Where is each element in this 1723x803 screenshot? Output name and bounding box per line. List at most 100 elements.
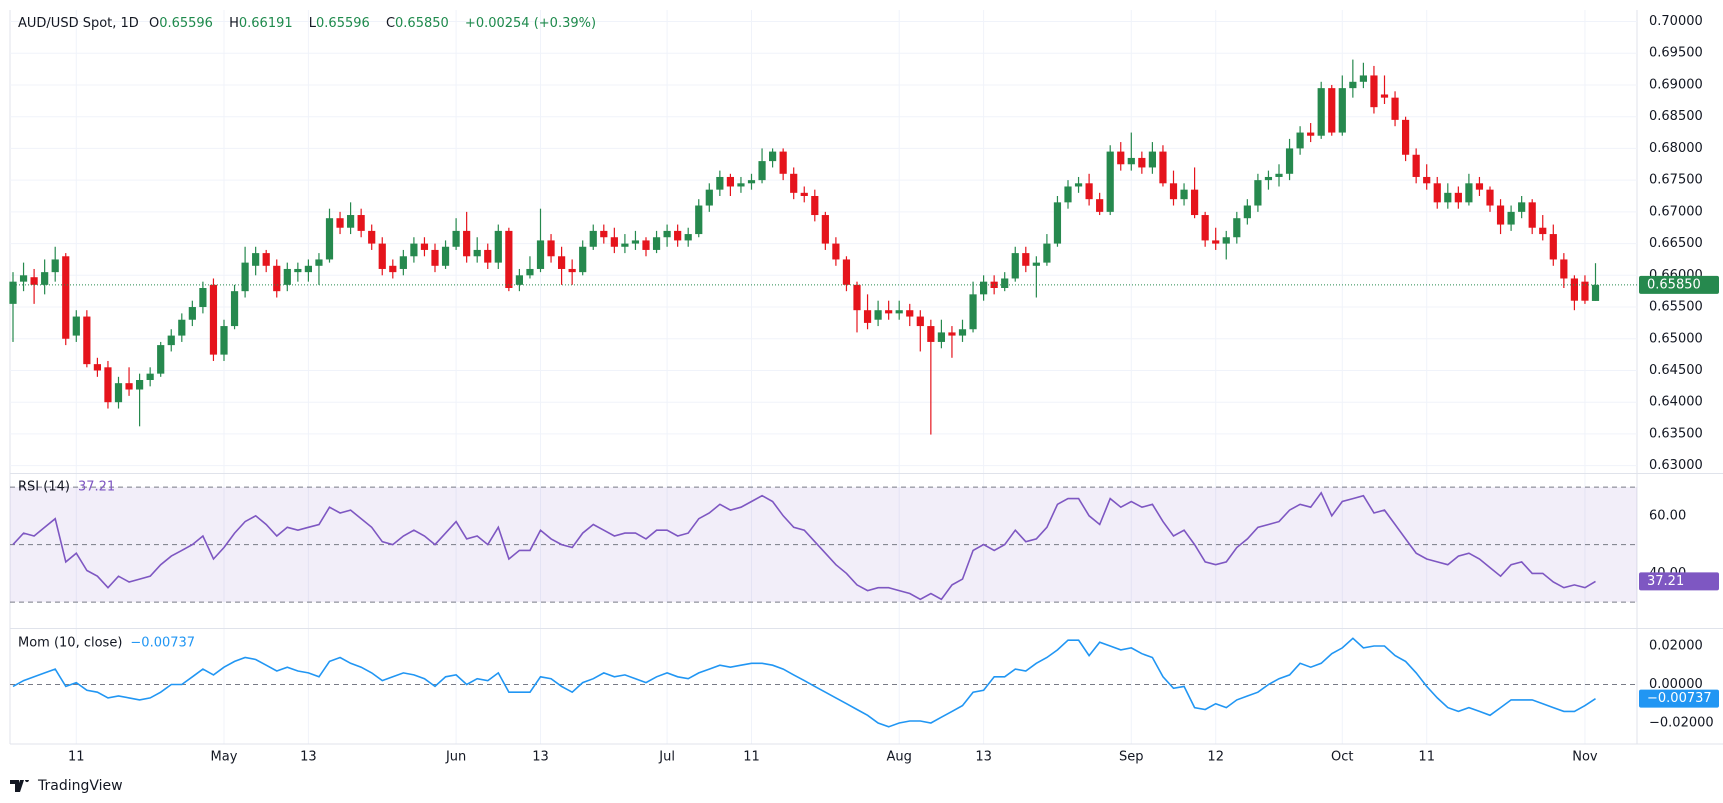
candle-body xyxy=(1380,94,1389,98)
candle-body xyxy=(62,256,70,339)
candle-body xyxy=(431,249,439,266)
candle-body xyxy=(1539,227,1547,235)
candle-body xyxy=(800,192,808,196)
candle-body xyxy=(1159,151,1167,184)
candle-body xyxy=(1275,173,1283,177)
candle-body xyxy=(1169,183,1178,200)
x-tick-label: Jun xyxy=(445,750,466,765)
candle-body xyxy=(1064,186,1072,203)
candle-body xyxy=(1148,151,1156,168)
candle-body xyxy=(1001,278,1009,288)
x-tick-label: Aug xyxy=(887,750,912,765)
candle-body xyxy=(51,259,59,273)
candle-body xyxy=(505,230,513,288)
candle-body xyxy=(906,310,914,317)
candle-body xyxy=(30,277,38,285)
ohlc-key: O xyxy=(148,16,160,31)
candle-body xyxy=(1191,189,1199,216)
candle-body xyxy=(188,307,196,320)
indicator-line xyxy=(12,637,1596,728)
candle-body xyxy=(536,240,545,269)
candle-body xyxy=(1412,154,1420,177)
x-tick-label: 12 xyxy=(1207,750,1224,765)
x-tick-label: 13 xyxy=(300,750,317,765)
x-tick-label: Jul xyxy=(658,750,675,765)
candle-body xyxy=(558,256,566,269)
candle-body xyxy=(1549,234,1557,260)
candle-body xyxy=(769,151,777,162)
candle-body xyxy=(1032,262,1040,266)
candle-body xyxy=(1074,183,1083,187)
candle-body xyxy=(1507,211,1515,225)
candle-body xyxy=(1117,151,1125,165)
candle-body xyxy=(1338,88,1346,133)
candle-body xyxy=(1085,183,1093,200)
candle-body xyxy=(9,281,17,304)
candle-body xyxy=(304,265,312,273)
candle-body xyxy=(1391,97,1399,120)
symbol: AUD/USD Spot, 1D xyxy=(18,16,139,31)
candle-body xyxy=(948,332,956,336)
y-tick-label: 0.66500 xyxy=(1649,236,1703,251)
candle-body xyxy=(1138,157,1146,168)
brand: TradingView xyxy=(38,778,123,794)
ohlc-value: 0.65850 xyxy=(395,16,449,31)
candle-body xyxy=(473,249,481,257)
candle-body xyxy=(674,230,682,241)
last-value-label: 37.21 xyxy=(1647,574,1684,589)
candle-body xyxy=(1212,240,1220,244)
candle-body xyxy=(1518,202,1526,212)
candle-body xyxy=(1570,278,1578,301)
candle-body xyxy=(178,319,186,336)
candle-body xyxy=(821,215,829,244)
candle-body xyxy=(547,240,555,257)
candle-body xyxy=(252,253,260,266)
ohlc: C0.65850 xyxy=(386,16,455,31)
candle-body xyxy=(1106,151,1114,212)
candle-body xyxy=(325,218,334,260)
y-tick-label: 0.00000 xyxy=(1649,677,1703,692)
candle-body xyxy=(1201,215,1209,241)
candle-body xyxy=(1022,253,1030,266)
ohlc: H0.66191 xyxy=(229,16,299,31)
ohlc-value: 0.66191 xyxy=(238,16,293,31)
candle-body xyxy=(842,259,851,285)
candle-body xyxy=(389,265,397,273)
candle-body xyxy=(41,272,49,285)
y-tick-label: 0.63000 xyxy=(1649,458,1703,473)
ohlc: O0.65596 xyxy=(149,16,219,31)
candle-body xyxy=(1096,199,1104,212)
candle-body xyxy=(811,196,819,216)
candle-body xyxy=(980,281,988,295)
candle-body xyxy=(262,253,270,266)
candle-body xyxy=(1243,205,1251,219)
y-tick-label: 0.64500 xyxy=(1649,363,1703,378)
candle-body xyxy=(1454,192,1462,203)
candle-body xyxy=(1465,183,1473,203)
y-tick-label: 60.00 xyxy=(1649,508,1686,523)
candle-body xyxy=(1402,119,1410,155)
candle-body xyxy=(853,284,861,311)
candle-body xyxy=(621,243,629,247)
candle-body xyxy=(737,183,745,187)
candle-body xyxy=(790,173,798,193)
last-value-box xyxy=(1639,689,1719,708)
candle-body xyxy=(1433,183,1441,203)
indicator-value: −0.00737 xyxy=(130,636,195,651)
y-tick-label: 0.65500 xyxy=(1649,300,1703,315)
candle-body xyxy=(895,310,903,314)
ohlc-key: L xyxy=(308,16,317,31)
ohlc-key: C xyxy=(385,16,396,31)
candle-body xyxy=(167,335,175,346)
candle-body xyxy=(1359,75,1367,82)
candle-body xyxy=(114,383,123,403)
x-tick-label: 11 xyxy=(743,750,760,765)
change: +0.00254 (+0.39%) xyxy=(464,16,597,31)
x-tick-label: Nov xyxy=(1572,750,1598,765)
candle-body xyxy=(1581,281,1589,301)
y-tick-label: 0.68000 xyxy=(1649,141,1703,156)
candle-body xyxy=(336,218,344,228)
candle-body xyxy=(747,180,756,184)
